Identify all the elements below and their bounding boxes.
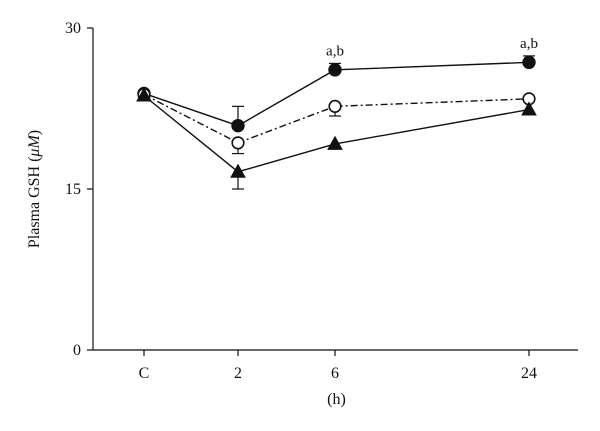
y-axis-title-suffix: ) [26, 130, 43, 135]
y-tick-label: 0 [73, 342, 81, 359]
y-axis-title-prefix: Plasma GSH ( [26, 157, 43, 249]
series-line [143, 93, 530, 144]
y-axis-title-unit: μM [26, 134, 43, 158]
plot-series [136, 55, 537, 190]
y-tick-label: 15 [65, 181, 81, 198]
x-tick-label: 2 [234, 365, 242, 382]
data-point-filled-triangle [136, 87, 152, 102]
data-point-open-circle [328, 99, 342, 113]
data-point-open-circle [231, 136, 245, 150]
series-line [143, 61, 530, 127]
x-tick-label: 24 [521, 365, 537, 382]
data-point-filled-triangle [230, 163, 246, 178]
data-point-filled-triangle [521, 101, 537, 116]
x-tick-label: 6 [331, 365, 339, 382]
series-line [143, 95, 530, 173]
data-point-filled-circle [522, 55, 536, 70]
y-axis-ticks: 0 15 30 [65, 20, 93, 359]
series-3 [136, 87, 537, 190]
data-point-filled-circle [328, 63, 342, 77]
x-axis-ticks: C 2 6 24 [139, 350, 537, 382]
y-tick-label: 30 [65, 20, 81, 37]
y-axis-title: Plasma GSH (μM) [26, 130, 43, 248]
data-point-filled-circle [231, 118, 245, 133]
plot-annotations: a,b a,b [326, 36, 538, 60]
significance-annotation: a,b [520, 36, 538, 52]
x-axis-title: (h) [327, 391, 346, 408]
significance-annotation: a,b [326, 43, 344, 59]
x-tick-label: C [139, 365, 150, 382]
data-point-filled-triangle [327, 135, 343, 150]
